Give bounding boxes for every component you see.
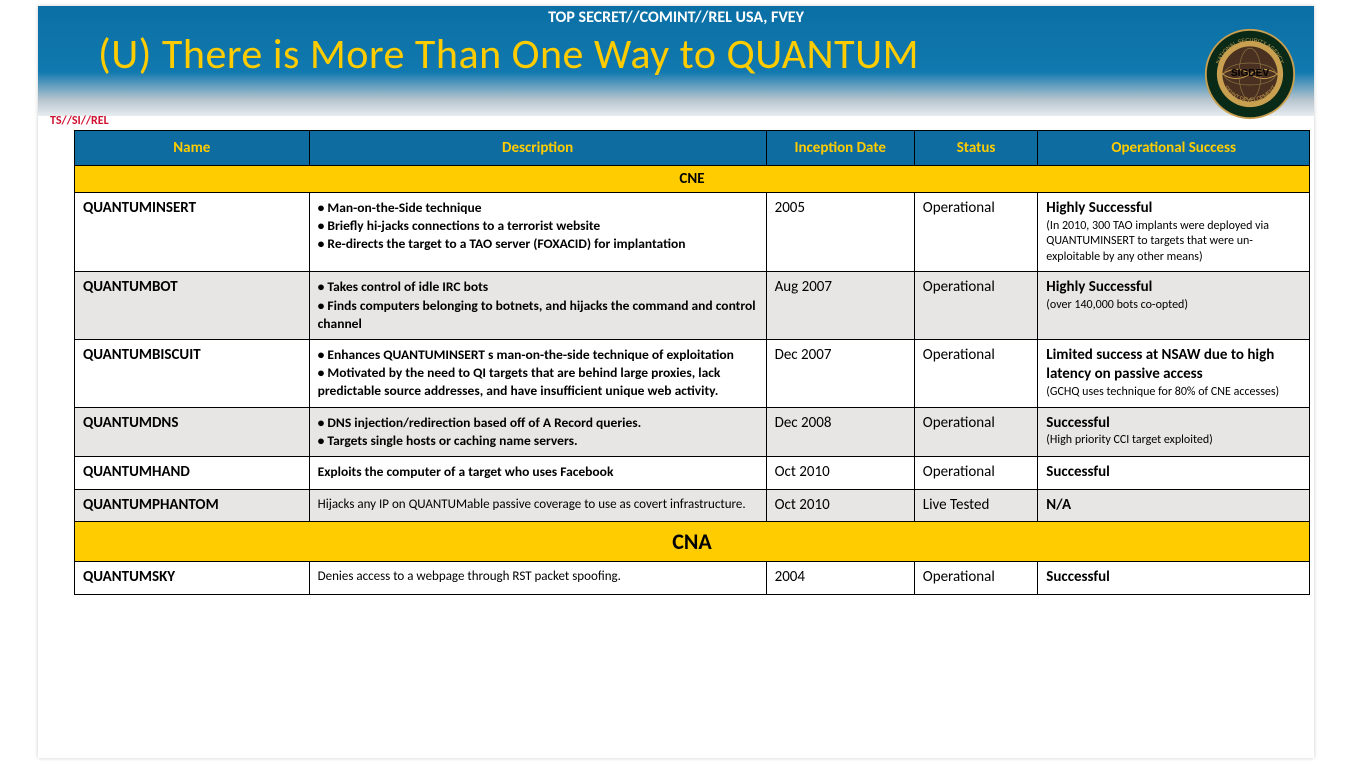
table-header: Name Description Inception Date Status O… <box>75 131 1310 166</box>
success-sub: (In 2010, 300 TAO implants were deployed… <box>1046 219 1301 266</box>
table-row: QUANTUMSKYDenies access to a webpage thr… <box>75 562 1310 595</box>
cell-status: Live Tested <box>914 489 1038 522</box>
section-row: CNA <box>75 522 1310 562</box>
cell-date: 2005 <box>766 193 914 272</box>
cell-date: Oct 2010 <box>766 457 914 490</box>
classification-marking: TOP SECRET//COMINT//REL USA, FVEY <box>38 6 1314 27</box>
table-row: QUANTUMPHANTOMHijacks any IP on QUANTUMa… <box>75 489 1310 522</box>
cell-description: • DNS injection/redirection based off of… <box>309 407 766 456</box>
cell-name: QUANTUMBISCUIT <box>75 339 310 407</box>
col-inception-date: Inception Date <box>766 131 914 166</box>
section-label: CNA <box>75 522 1310 562</box>
quantum-table-container: Name Description Inception Date Status O… <box>74 130 1310 595</box>
side-classification: TS//SI//REL <box>50 114 109 128</box>
cell-name: QUANTUMPHANTOM <box>75 489 310 522</box>
quantum-table: Name Description Inception Date Status O… <box>74 130 1310 595</box>
cell-status: Operational <box>914 562 1038 595</box>
success-main: Highly Successful <box>1046 278 1301 298</box>
cell-description: Exploits the computer of a target who us… <box>309 457 766 490</box>
col-operational-success: Operational Success <box>1038 131 1310 166</box>
cell-status: Operational <box>914 407 1038 456</box>
slide-container: TOP SECRET//COMINT//REL USA, FVEY (U) Th… <box>38 6 1314 758</box>
cell-description: Hijacks any IP on QUANTUMable passive co… <box>309 489 766 522</box>
cell-success: N/A <box>1038 489 1310 522</box>
cell-name: QUANTUMINSERT <box>75 193 310 272</box>
cell-status: Operational <box>914 457 1038 490</box>
cell-name: QUANTUMHAND <box>75 457 310 490</box>
col-status: Status <box>914 131 1038 166</box>
success-main: Highly Successful <box>1046 199 1301 219</box>
table-row: QUANTUMBISCUIT• Enhances QUANTUMINSERT s… <box>75 339 1310 407</box>
success-main: Limited success at NSAW due to high late… <box>1046 346 1301 385</box>
cell-date: Dec 2008 <box>766 407 914 456</box>
cell-name: QUANTUMSKY <box>75 562 310 595</box>
success-main: Successful <box>1046 463 1301 483</box>
cell-description: • Enhances QUANTUMINSERT s man-on-the-si… <box>309 339 766 407</box>
svg-text:SIGDEV: SIGDEV <box>1231 68 1269 79</box>
col-name: Name <box>75 131 310 166</box>
cell-description: • Takes control of idle IRC bots• Finds … <box>309 272 766 340</box>
sigdev-seal-icon: SIGDEV NATIONAL SECURITY AGENCY SIGINT D… <box>1204 28 1296 120</box>
cell-status: Operational <box>914 193 1038 272</box>
cell-success: Limited success at NSAW due to high late… <box>1038 339 1310 407</box>
header-band: TOP SECRET//COMINT//REL USA, FVEY (U) Th… <box>38 6 1314 116</box>
cell-date: Aug 2007 <box>766 272 914 340</box>
table-row: QUANTUMHANDExploits the computer of a ta… <box>75 457 1310 490</box>
slide-title: (U) There is More Than One Way to QUANTU… <box>38 27 1314 80</box>
success-main: N/A <box>1046 496 1301 516</box>
cell-status: Operational <box>914 339 1038 407</box>
success-sub: (over 140,000 bots co-opted) <box>1046 298 1301 314</box>
success-sub: (High priority CCI target exploited) <box>1046 433 1301 449</box>
section-label: CNE <box>75 166 1310 193</box>
success-sub: (GCHQ uses technique for 80% of CNE acce… <box>1046 385 1301 401</box>
cell-date: Oct 2010 <box>766 489 914 522</box>
table-row: QUANTUMBOT• Takes control of idle IRC bo… <box>75 272 1310 340</box>
cell-status: Operational <box>914 272 1038 340</box>
cell-date: 2004 <box>766 562 914 595</box>
cell-success: Successful(High priority CCI target expl… <box>1038 407 1310 456</box>
table-body: CNEQUANTUMINSERT• Man-on-the-Side techni… <box>75 166 1310 595</box>
cell-name: QUANTUMDNS <box>75 407 310 456</box>
success-main: Successful <box>1046 414 1301 434</box>
table-row: QUANTUMDNS• DNS injection/redirection ba… <box>75 407 1310 456</box>
cell-date: Dec 2007 <box>766 339 914 407</box>
section-row: CNE <box>75 166 1310 193</box>
table-row: QUANTUMINSERT• Man-on-the-Side technique… <box>75 193 1310 272</box>
cell-description: • Man-on-the-Side technique• Briefly hi-… <box>309 193 766 272</box>
cell-name: QUANTUMBOT <box>75 272 310 340</box>
cell-success: Highly Successful(over 140,000 bots co-o… <box>1038 272 1310 340</box>
cell-success: Successful <box>1038 562 1310 595</box>
cell-description: Denies access to a webpage through RST p… <box>309 562 766 595</box>
cell-success: Successful <box>1038 457 1310 490</box>
cell-success: Highly Successful(In 2010, 300 TAO impla… <box>1038 193 1310 272</box>
col-description: Description <box>309 131 766 166</box>
success-main: Successful <box>1046 568 1301 588</box>
